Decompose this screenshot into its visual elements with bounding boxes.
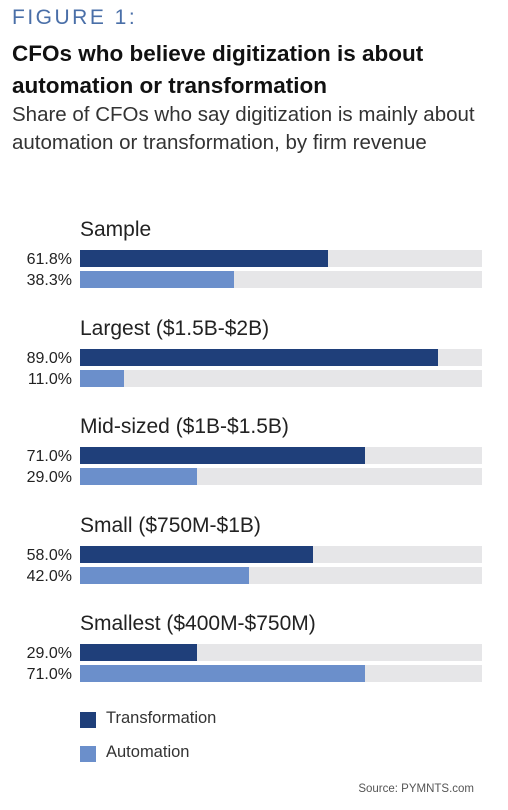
legend-swatch-automation	[80, 746, 96, 762]
data-label-automation: 38.3%	[26, 272, 72, 289]
bar-automation	[80, 271, 234, 288]
data-label-automation: 11.0%	[27, 370, 72, 388]
data-label-automation: 42.0%	[26, 567, 72, 585]
data-label-transformation: 71.0%	[26, 448, 72, 465]
bar-automation	[80, 369, 125, 387]
group-label: Smallest ($400M-$750M)	[80, 612, 316, 635]
chart-subtitle: Share of CFOs who say digitization is ma…	[12, 103, 475, 154]
bar-automation	[80, 468, 197, 485]
figure-label: FIGURE 1:	[12, 6, 138, 29]
bar-track	[80, 271, 482, 288]
group-label: Sample	[80, 218, 152, 241]
bar-transformation	[80, 644, 197, 661]
bar-transformation	[80, 250, 329, 267]
bar-track	[80, 250, 482, 267]
bar-transformation	[80, 348, 438, 366]
bar-automation	[80, 665, 366, 682]
data-label-transformation: 29.0%	[26, 645, 72, 662]
bar-track	[80, 468, 482, 485]
group-label: Mid-sized ($1B-$1.5B)	[80, 415, 289, 438]
data-label-transformation: 89.0%	[26, 349, 72, 367]
bar-track	[80, 644, 482, 661]
chart-title: CFOs who believe digitization is about a…	[12, 41, 424, 98]
bar-transformation	[80, 447, 366, 464]
data-label-transformation: 58.0%	[26, 546, 72, 564]
bar-track	[80, 348, 482, 366]
source-note: Source: PYMNTS.com	[358, 783, 474, 795]
group-label: Small ($750M-$1B)	[80, 513, 261, 537]
bar-track	[80, 545, 482, 563]
bar-track	[80, 566, 482, 584]
group-label: Largest ($1.5B-$2B)	[80, 316, 270, 340]
bar-automation	[80, 566, 249, 584]
legend-label-transformation: Transformation	[106, 709, 217, 727]
bar-track	[80, 447, 482, 464]
bar-track	[80, 369, 482, 387]
legend-swatch-transformation	[80, 712, 96, 728]
bar-track	[80, 665, 482, 682]
legend-label-automation: Automation	[106, 743, 190, 761]
bar-transformation	[80, 545, 314, 563]
data-label-automation: 71.0%	[26, 666, 72, 683]
data-label-automation: 29.0%	[26, 469, 72, 486]
data-label-transformation: 61.8%	[26, 251, 72, 268]
